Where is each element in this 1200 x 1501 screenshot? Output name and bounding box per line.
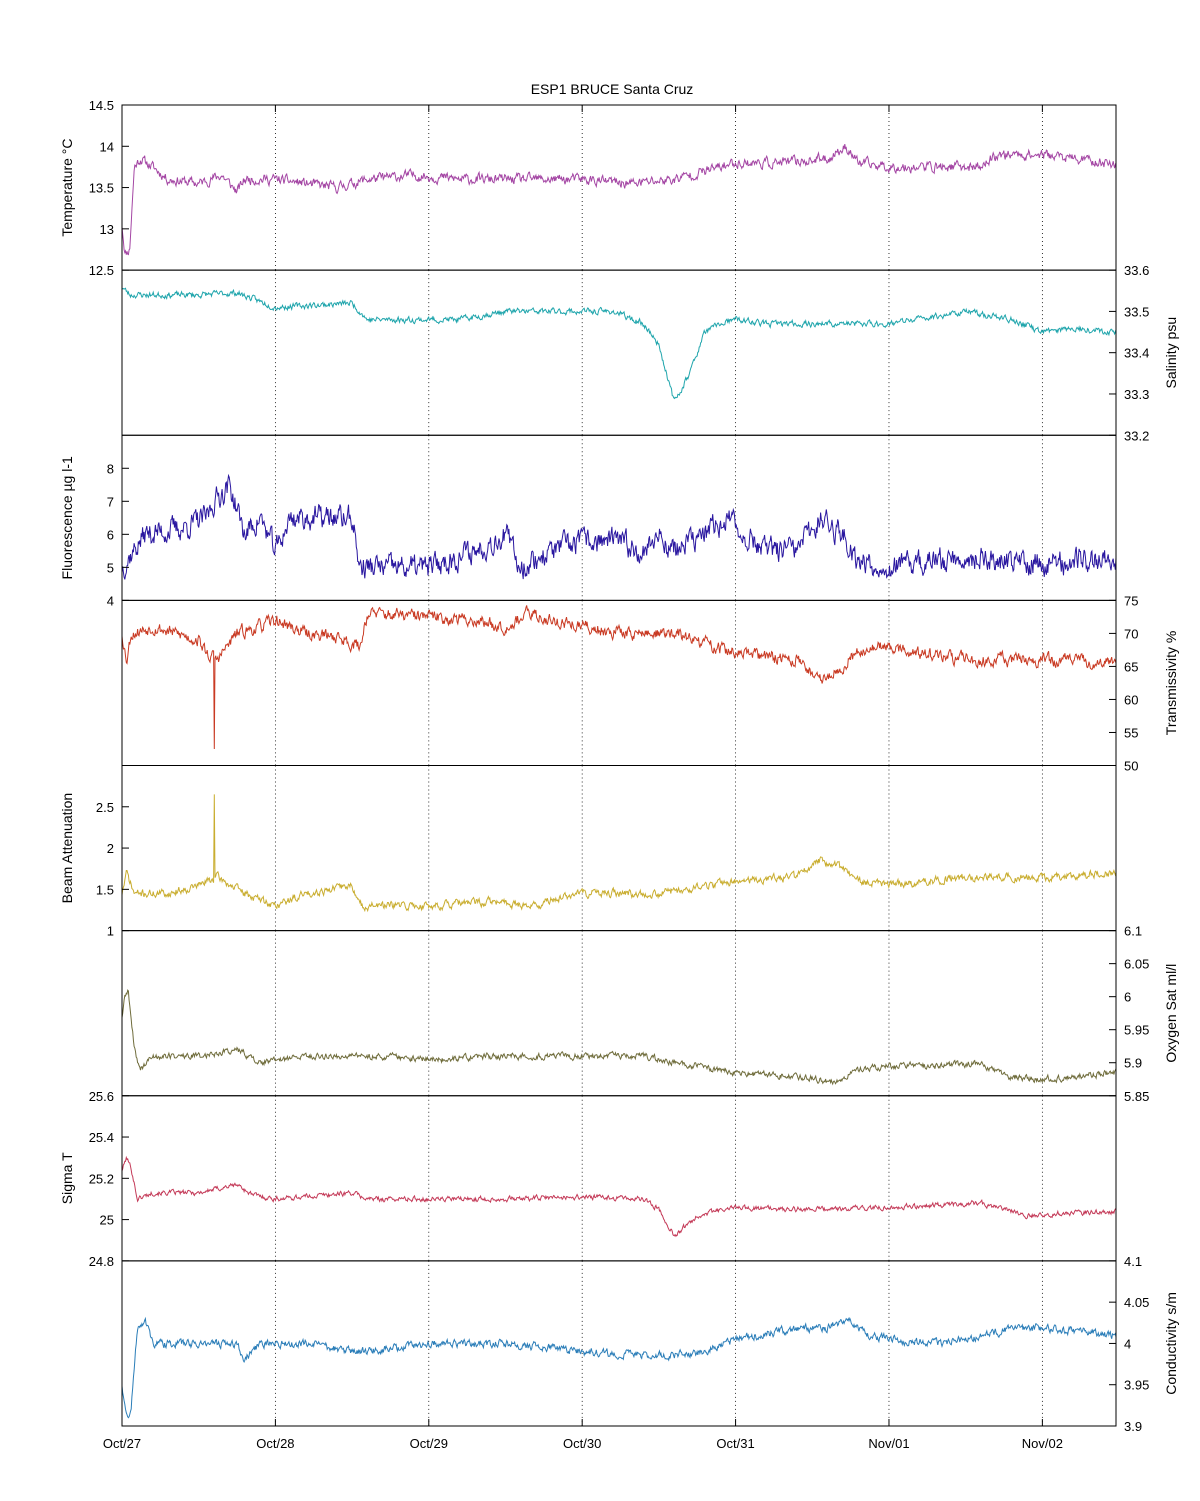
x-tick-label-5: Nov/01 bbox=[868, 1436, 909, 1451]
y-tick-label-sigma_t-0: 24.8 bbox=[89, 1254, 114, 1269]
y-axis-label-sigma_t: Sigma T bbox=[59, 1152, 75, 1204]
y-tick-label-conductivity-4: 4.1 bbox=[1124, 1254, 1142, 1269]
y-tick-label-fluorescence-0: 4 bbox=[107, 593, 114, 608]
y-tick-label-beam_attenuation-1: 1.5 bbox=[96, 882, 114, 897]
y-tick-label-salinity-2: 33.4 bbox=[1124, 346, 1149, 361]
y-axis-label-beam_attenuation: Beam Attenuation bbox=[59, 793, 75, 904]
y-tick-label-beam_attenuation-3: 2.5 bbox=[96, 800, 114, 815]
y-tick-label-fluorescence-1: 5 bbox=[107, 560, 114, 575]
y-tick-label-sigma_t-2: 25.2 bbox=[89, 1171, 114, 1186]
y-tick-label-sigma_t-3: 25.4 bbox=[89, 1130, 114, 1145]
panel-frame-sigma_t bbox=[121, 1095, 1117, 1262]
x-tick-label-3: Oct/30 bbox=[563, 1436, 601, 1451]
y-tick-label-oxygen-0: 5.85 bbox=[1124, 1089, 1149, 1104]
y-tick-label-transmissivity-4: 70 bbox=[1124, 626, 1138, 641]
panel-frame-fluorescence bbox=[121, 434, 1117, 601]
y-tick-label-salinity-0: 33.2 bbox=[1124, 428, 1149, 443]
series-line-sigma_t bbox=[121, 1155, 1117, 1238]
panel-frame-temperature bbox=[121, 104, 1117, 271]
x-tick-label-0: Oct/27 bbox=[103, 1436, 141, 1451]
series-line-beam_attenuation bbox=[121, 794, 1117, 913]
series-line-temperature bbox=[121, 144, 1117, 256]
series-line-fluorescence bbox=[121, 473, 1117, 580]
y-tick-label-salinity-3: 33.5 bbox=[1124, 304, 1149, 319]
y-tick-label-transmissivity-1: 55 bbox=[1124, 725, 1138, 740]
y-tick-label-temperature-4: 14.5 bbox=[89, 98, 114, 113]
y-tick-label-salinity-4: 33.6 bbox=[1124, 263, 1149, 278]
y-tick-label-fluorescence-4: 8 bbox=[107, 461, 114, 476]
series-line-oxygen bbox=[121, 989, 1117, 1086]
y-axis-label-temperature: Temperature °C bbox=[59, 138, 75, 236]
y-tick-label-fluorescence-2: 6 bbox=[107, 527, 114, 542]
y-axis-label-oxygen: Oxygen Sat ml/l bbox=[1163, 964, 1179, 1063]
y-tick-label-transmissivity-5: 75 bbox=[1124, 593, 1138, 608]
y-tick-label-beam_attenuation-0: 1 bbox=[107, 924, 114, 939]
series-line-salinity bbox=[121, 287, 1117, 400]
y-tick-label-fluorescence-3: 7 bbox=[107, 494, 114, 509]
y-tick-label-oxygen-3: 6 bbox=[1124, 990, 1131, 1005]
y-axis-label-conductivity: Conductivity s/m bbox=[1163, 1292, 1179, 1395]
series-line-conductivity bbox=[121, 1316, 1117, 1419]
x-tick-label-1: Oct/28 bbox=[256, 1436, 294, 1451]
y-tick-label-conductivity-3: 4.05 bbox=[1124, 1295, 1149, 1310]
y-axis-label-salinity: Salinity psu bbox=[1163, 317, 1179, 389]
y-axis-label-transmissivity: Transmissivity % bbox=[1163, 631, 1179, 736]
chart-title: ESP1 BRUCE Santa Cruz bbox=[531, 81, 694, 97]
y-tick-label-conductivity-1: 3.95 bbox=[1124, 1378, 1149, 1393]
series-line-transmissivity bbox=[121, 605, 1117, 750]
y-tick-label-temperature-0: 12.5 bbox=[89, 263, 114, 278]
panel-frame-oxygen bbox=[121, 930, 1117, 1097]
y-tick-label-beam_attenuation-2: 2 bbox=[107, 841, 114, 856]
y-tick-label-sigma_t-4: 25.6 bbox=[89, 1089, 114, 1104]
y-tick-label-conductivity-2: 4 bbox=[1124, 1336, 1131, 1351]
y-tick-label-transmissivity-3: 65 bbox=[1124, 659, 1138, 674]
y-tick-label-oxygen-5: 6.1 bbox=[1124, 924, 1142, 939]
y-tick-label-transmissivity-2: 60 bbox=[1124, 692, 1138, 707]
y-tick-label-salinity-1: 33.3 bbox=[1124, 387, 1149, 402]
x-tick-label-2: Oct/29 bbox=[410, 1436, 448, 1451]
y-tick-label-temperature-3: 14 bbox=[100, 139, 114, 154]
panel-frame-salinity bbox=[121, 269, 1117, 436]
y-tick-label-oxygen-4: 6.05 bbox=[1124, 957, 1149, 972]
y-tick-label-oxygen-2: 5.95 bbox=[1124, 1023, 1149, 1038]
x-tick-label-6: Nov/02 bbox=[1022, 1436, 1063, 1451]
y-tick-label-temperature-1: 13 bbox=[100, 222, 114, 237]
y-tick-label-sigma_t-1: 25 bbox=[100, 1213, 114, 1228]
y-tick-label-oxygen-1: 5.9 bbox=[1124, 1056, 1142, 1071]
y-tick-label-conductivity-0: 3.9 bbox=[1124, 1419, 1142, 1434]
x-tick-label-4: Oct/31 bbox=[716, 1436, 754, 1451]
y-tick-label-temperature-2: 13.5 bbox=[89, 181, 114, 196]
panel-frame-beam_attenuation bbox=[121, 765, 1117, 932]
y-tick-label-transmissivity-0: 50 bbox=[1124, 759, 1138, 774]
y-axis-label-fluorescence: Fluorescence µg l-1 bbox=[59, 456, 75, 579]
